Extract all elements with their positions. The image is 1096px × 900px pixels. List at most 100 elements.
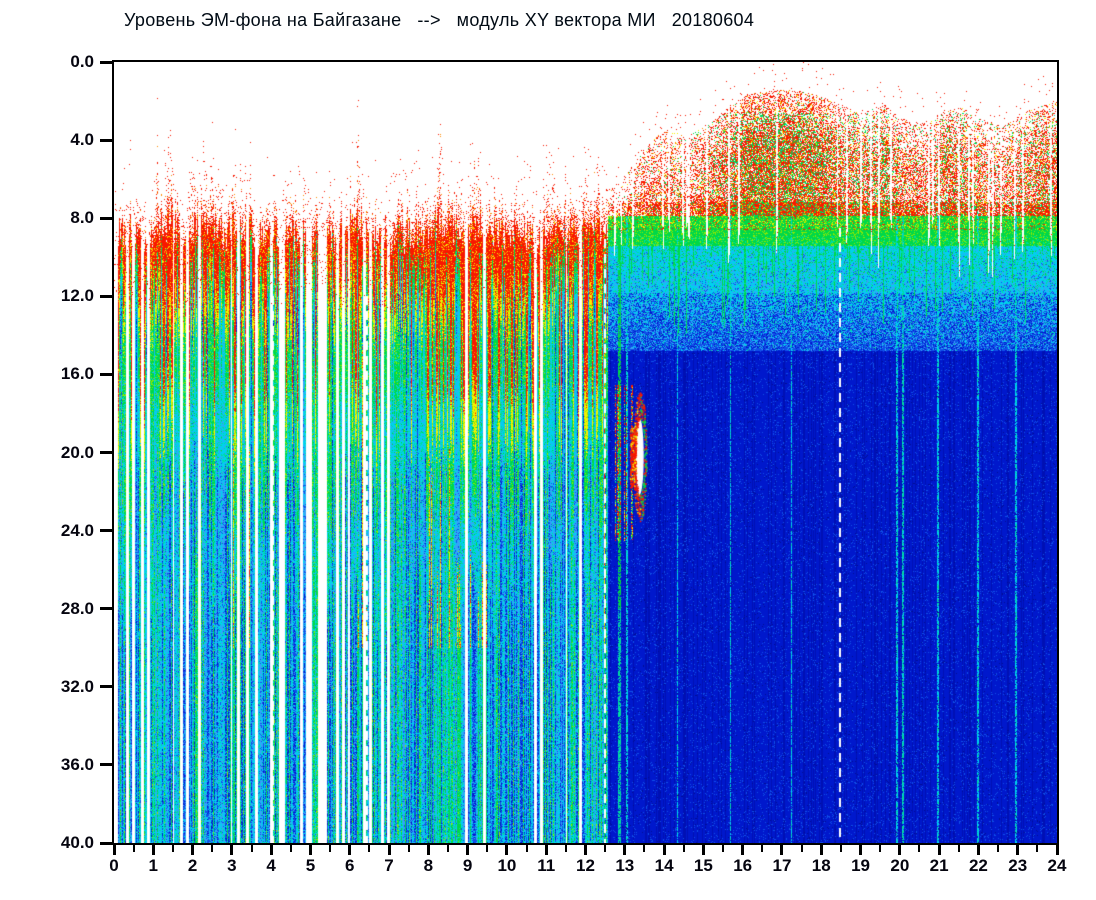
y-tick-mark: [100, 685, 113, 689]
x-tick-label: 13: [615, 856, 635, 875]
x-tick-label: 4: [266, 856, 276, 875]
y-tick-label: 0.0: [70, 52, 94, 71]
x-tick-label: 24: [1047, 856, 1067, 875]
x-tick-mark: [623, 845, 627, 855]
x-tick-mark: [426, 845, 430, 855]
x-minor-tick-mark: [604, 845, 607, 852]
x-minor-tick-mark: [682, 845, 685, 852]
y-tick-mark: [100, 60, 113, 64]
x-tick-label: 21: [929, 856, 949, 875]
x-tick-label: 11: [537, 856, 556, 875]
x-tick-mark: [308, 845, 312, 855]
y-tick-mark: [100, 763, 113, 767]
x-tick-mark: [859, 845, 863, 855]
x-tick-label: 0: [109, 856, 119, 875]
y-tick-mark: [100, 294, 113, 298]
y-tick-label: 36.0: [60, 754, 94, 774]
x-minor-tick-mark: [171, 845, 174, 852]
x-tick-label: 14: [654, 856, 674, 875]
x-tick-label: 1: [148, 856, 159, 875]
x-minor-tick-mark: [1036, 845, 1039, 852]
x-minor-tick-mark: [525, 845, 528, 852]
x-tick-mark: [898, 845, 902, 855]
spectrogram-canvas: [114, 62, 1057, 843]
y-tick-label: 8.0: [70, 208, 94, 228]
y-tick-mark: [100, 451, 113, 454]
x-minor-tick-mark: [407, 845, 410, 852]
x-minor-tick-mark: [957, 845, 960, 852]
x-tick-mark: [466, 845, 470, 855]
x-tick-label: 8: [423, 856, 434, 875]
x-tick-label: 23: [1008, 856, 1028, 875]
x-tick-mark: [1016, 845, 1020, 855]
y-tick-label: 24.0: [60, 520, 94, 540]
x-tick-mark: [112, 845, 116, 855]
x-tick-mark: [151, 845, 155, 855]
x-minor-tick-mark: [368, 845, 371, 852]
x-tick-label: 15: [693, 856, 713, 875]
x-minor-tick-mark: [879, 845, 882, 852]
x-minor-tick-mark: [446, 845, 449, 852]
x-tick-label: 20: [890, 856, 910, 875]
x-minor-tick-mark: [997, 845, 1000, 852]
y-tick-label: 28.0: [60, 598, 94, 618]
y-tick-label: 12.0: [60, 286, 94, 306]
chart-title: Уровень ЭМ-фона на Байгазане --> модуль …: [124, 10, 755, 30]
x-minor-tick-mark: [800, 845, 803, 852]
x-tick-label: 10: [497, 856, 517, 875]
x-tick-mark: [348, 845, 352, 855]
x-tick-label: 22: [968, 856, 988, 875]
x-tick-mark: [230, 845, 234, 855]
x-tick-mark: [741, 845, 745, 855]
y-tick-mark: [100, 138, 113, 142]
x-tick-label: 12: [576, 856, 595, 875]
x-tick-label: 17: [772, 856, 792, 875]
x-minor-tick-mark: [761, 845, 764, 852]
x-tick-mark: [387, 845, 391, 855]
y-tick-label: 16.0: [60, 364, 94, 384]
x-tick-mark: [976, 845, 980, 855]
y-tick-label: 20.0: [60, 442, 94, 462]
x-tick-mark: [544, 845, 548, 855]
x-minor-tick-mark: [211, 845, 214, 852]
y-tick-mark: [100, 841, 113, 845]
x-tick-mark: [584, 845, 587, 855]
y-tick-mark: [100, 216, 113, 220]
x-tick-mark: [780, 845, 784, 855]
y-tick-mark: [100, 529, 113, 533]
x-minor-tick-mark: [329, 845, 332, 852]
y-tick-label: 32.0: [60, 676, 94, 696]
x-minor-tick-mark: [289, 845, 292, 852]
x-tick-label: 16: [733, 856, 753, 875]
x-tick-mark: [505, 845, 509, 855]
x-tick-label: 9: [462, 856, 473, 875]
y-tick-mark: [100, 372, 113, 376]
x-tick-label: 6: [345, 856, 355, 875]
x-minor-tick-mark: [722, 845, 725, 852]
plot-frame: [112, 60, 1059, 845]
x-minor-tick-mark: [132, 845, 135, 852]
x-minor-tick-mark: [564, 845, 567, 852]
x-minor-tick-mark: [486, 845, 489, 852]
x-minor-tick-mark: [918, 845, 921, 852]
x-tick-mark: [1055, 845, 1059, 855]
x-tick-label: 19: [851, 856, 870, 875]
x-tick-mark: [701, 845, 705, 855]
x-tick-label: 18: [811, 856, 831, 875]
x-minor-tick-mark: [250, 845, 253, 852]
x-tick-mark: [191, 845, 195, 855]
y-tick-mark: [100, 607, 113, 611]
x-tick-label: 7: [384, 856, 394, 875]
x-tick-mark: [269, 845, 273, 855]
x-tick-mark: [662, 845, 666, 855]
x-tick-label: 3: [227, 856, 237, 875]
x-tick-mark: [819, 845, 823, 855]
x-tick-label: 2: [187, 856, 198, 875]
x-minor-tick-mark: [643, 845, 646, 852]
x-tick-mark: [937, 845, 941, 855]
x-tick-label: 5: [305, 856, 316, 875]
y-tick-label: 4.0: [70, 130, 94, 150]
x-minor-tick-mark: [839, 845, 842, 852]
y-tick-label: 40.0: [60, 833, 94, 852]
